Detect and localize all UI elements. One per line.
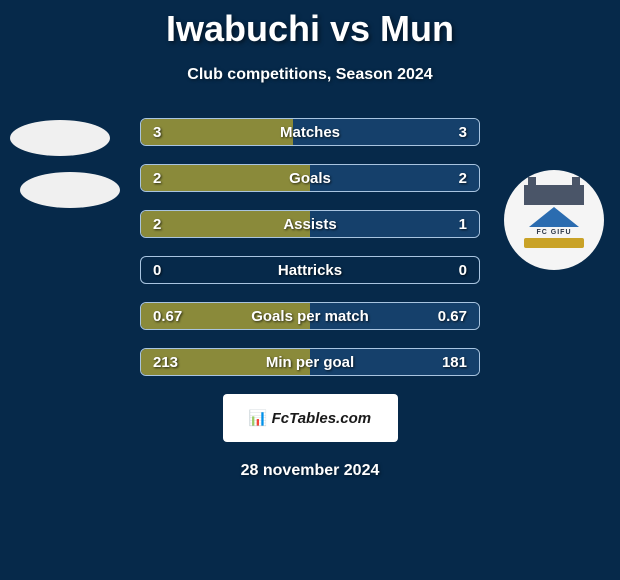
page-title: Iwabuchi vs Mun [0, 0, 620, 50]
crest-icon: FC GIFU [519, 185, 589, 255]
stat-bar-goals-per-match: 0.67 Goals per match 0.67 [140, 302, 480, 330]
stat-label: Goals [289, 170, 331, 187]
stat-value-left: 2 [153, 216, 161, 233]
stat-fill-right [310, 165, 479, 191]
team-badge-left-1 [10, 120, 110, 156]
stat-label: Min per goal [266, 354, 354, 371]
stat-label: Assists [283, 216, 336, 233]
stat-bar-goals: 2 Goals 2 [140, 164, 480, 192]
stat-value-right: 181 [442, 354, 467, 371]
stat-fill-left [141, 119, 293, 145]
stat-value-left: 0.67 [153, 308, 182, 325]
stat-value-right: 2 [459, 170, 467, 187]
stat-value-left: 2 [153, 170, 161, 187]
chart-icon: 📊 [249, 409, 268, 427]
subtitle: Club competitions, Season 2024 [0, 66, 620, 84]
stat-value-right: 0 [459, 262, 467, 279]
stat-label: Hattricks [278, 262, 342, 279]
brand-box[interactable]: 📊 FcTables.com [223, 394, 398, 442]
stat-label: Goals per match [251, 308, 369, 325]
team-badge-left-2 [20, 172, 120, 208]
date-text: 28 november 2024 [0, 462, 620, 480]
stat-value-left: 213 [153, 354, 178, 371]
stat-bar-matches: 3 Matches 3 [140, 118, 480, 146]
brand-text: FcTables.com [272, 410, 371, 427]
stat-bar-assists: 2 Assists 1 [140, 210, 480, 238]
stat-bar-hattricks: 0 Hattricks 0 [140, 256, 480, 284]
crest-text: FC GIFU [519, 229, 589, 236]
stat-value-left: 0 [153, 262, 161, 279]
stat-bar-min-per-goal: 213 Min per goal 181 [140, 348, 480, 376]
stat-value-right: 0.67 [438, 308, 467, 325]
stat-value-right: 1 [459, 216, 467, 233]
stat-value-left: 3 [153, 124, 161, 141]
team-badge-right: FC GIFU [504, 170, 604, 270]
stat-value-right: 3 [459, 124, 467, 141]
stat-fill-left [141, 165, 310, 191]
stat-label: Matches [280, 124, 340, 141]
